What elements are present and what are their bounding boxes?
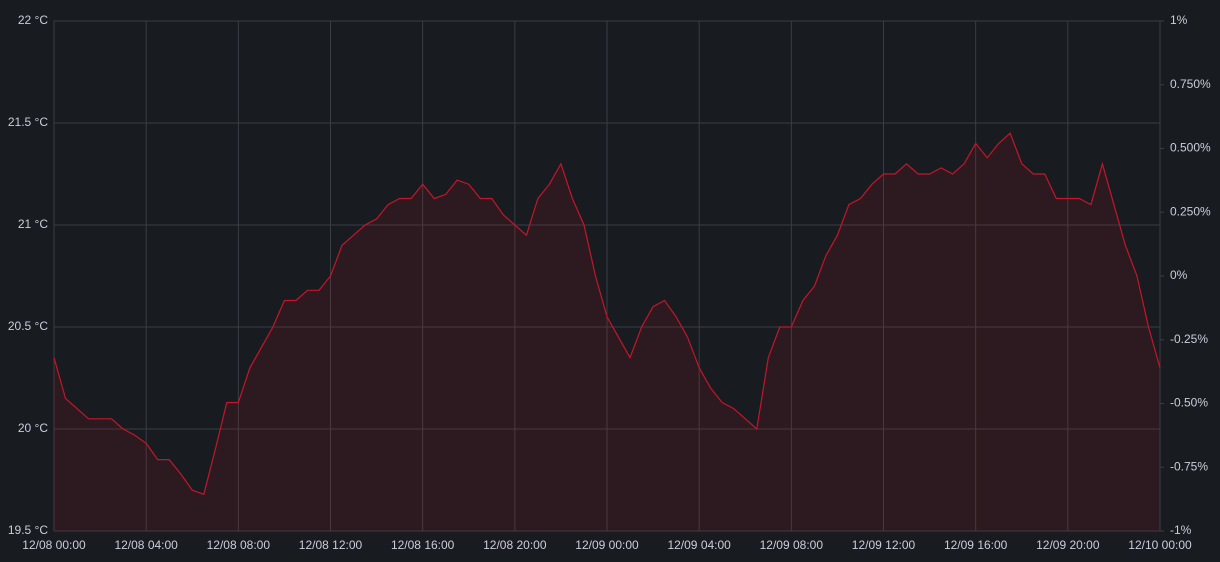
y-tick-label: 19.5 °C — [8, 523, 48, 537]
x-tick-label: 12/08 16:00 — [391, 538, 455, 552]
x-tick-label: 12/08 12:00 — [299, 538, 363, 552]
y-tick-label: 21 °C — [18, 217, 48, 231]
x-tick-label: 12/09 00:00 — [575, 538, 639, 552]
y2-tick-label: 0% — [1170, 268, 1188, 282]
x-tick-label: 12/09 12:00 — [852, 538, 916, 552]
x-tick-label: 12/09 16:00 — [944, 538, 1008, 552]
y2-tick-label: 1% — [1170, 13, 1188, 27]
x-tick-label: 12/08 08:00 — [207, 538, 271, 552]
y-tick-label: 20.5 °C — [8, 319, 48, 333]
y2-tick-label: 0.500% — [1170, 141, 1211, 155]
y-tick-label: 21.5 °C — [8, 115, 48, 129]
y2-tick-label: -0.50% — [1170, 396, 1208, 410]
y2-tick-label: -1% — [1170, 523, 1192, 537]
x-tick-label: 12/09 04:00 — [667, 538, 731, 552]
x-tick-label: 12/09 20:00 — [1036, 538, 1100, 552]
y-tick-label: 20 °C — [18, 421, 48, 435]
y-tick-label: 22 °C — [18, 13, 48, 27]
x-tick-label: 12/08 20:00 — [483, 538, 547, 552]
series-line — [53, 132, 1161, 496]
x-tick-label: 12/09 08:00 — [760, 538, 824, 552]
x-tick-label: 12/08 04:00 — [114, 538, 178, 552]
y2-tick-label: -0.75% — [1170, 459, 1208, 473]
y2-tick-label: 0.750% — [1170, 77, 1211, 91]
x-tick-label: 12/10 00:00 — [1128, 538, 1192, 552]
y2-tick-label: -0.25% — [1170, 332, 1208, 346]
y2-tick-label: 0.250% — [1170, 204, 1211, 218]
x-tick-label: 12/08 00:00 — [22, 538, 86, 552]
area-fill — [54, 133, 1160, 531]
